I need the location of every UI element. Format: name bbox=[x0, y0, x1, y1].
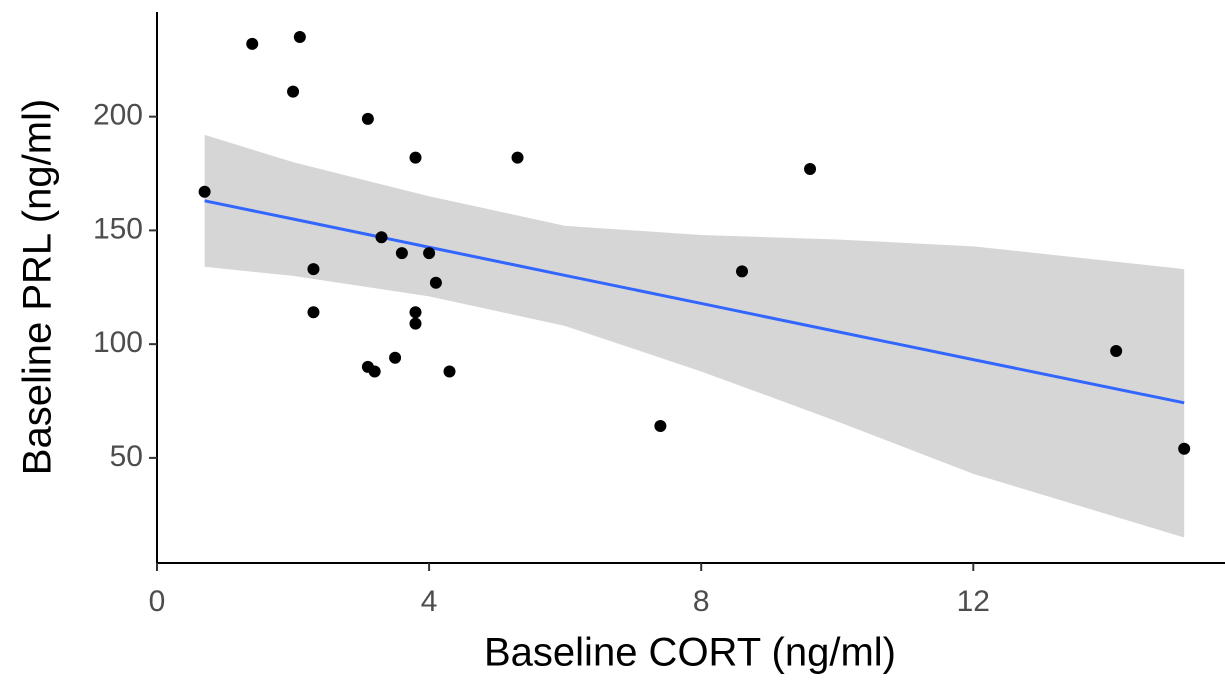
point bbox=[409, 317, 422, 330]
point bbox=[804, 162, 817, 175]
point bbox=[423, 247, 436, 260]
point bbox=[409, 306, 422, 319]
point bbox=[736, 265, 749, 278]
point bbox=[395, 247, 408, 260]
point bbox=[389, 351, 402, 364]
y-tick-label: 150 bbox=[93, 212, 143, 245]
point bbox=[293, 31, 306, 44]
point bbox=[368, 365, 381, 378]
point bbox=[443, 365, 456, 378]
point bbox=[287, 85, 300, 98]
y-tick-label: 50 bbox=[110, 440, 143, 473]
point bbox=[307, 263, 320, 276]
confidence-band bbox=[204, 134, 1185, 538]
point bbox=[511, 151, 524, 164]
y-axis-title: Baseline PRL (ng/ml) bbox=[16, 99, 60, 475]
point bbox=[1178, 442, 1191, 455]
y-tick-label: 100 bbox=[93, 326, 143, 359]
x-axis-title: Baseline CORT (ng/ml) bbox=[484, 631, 896, 675]
point bbox=[1110, 344, 1123, 357]
x-tick-label: 0 bbox=[149, 585, 166, 618]
point bbox=[307, 306, 320, 319]
point bbox=[246, 37, 259, 50]
point bbox=[654, 420, 667, 433]
y-tick-label: 200 bbox=[93, 99, 143, 132]
point bbox=[409, 151, 422, 164]
point bbox=[198, 185, 211, 198]
x-tick-label: 12 bbox=[957, 585, 990, 618]
x-tick-label: 4 bbox=[421, 585, 438, 618]
point bbox=[375, 231, 388, 244]
point bbox=[429, 276, 442, 289]
point bbox=[361, 112, 374, 125]
fit-line bbox=[204, 199, 1185, 405]
x-tick-label: 8 bbox=[693, 585, 710, 618]
